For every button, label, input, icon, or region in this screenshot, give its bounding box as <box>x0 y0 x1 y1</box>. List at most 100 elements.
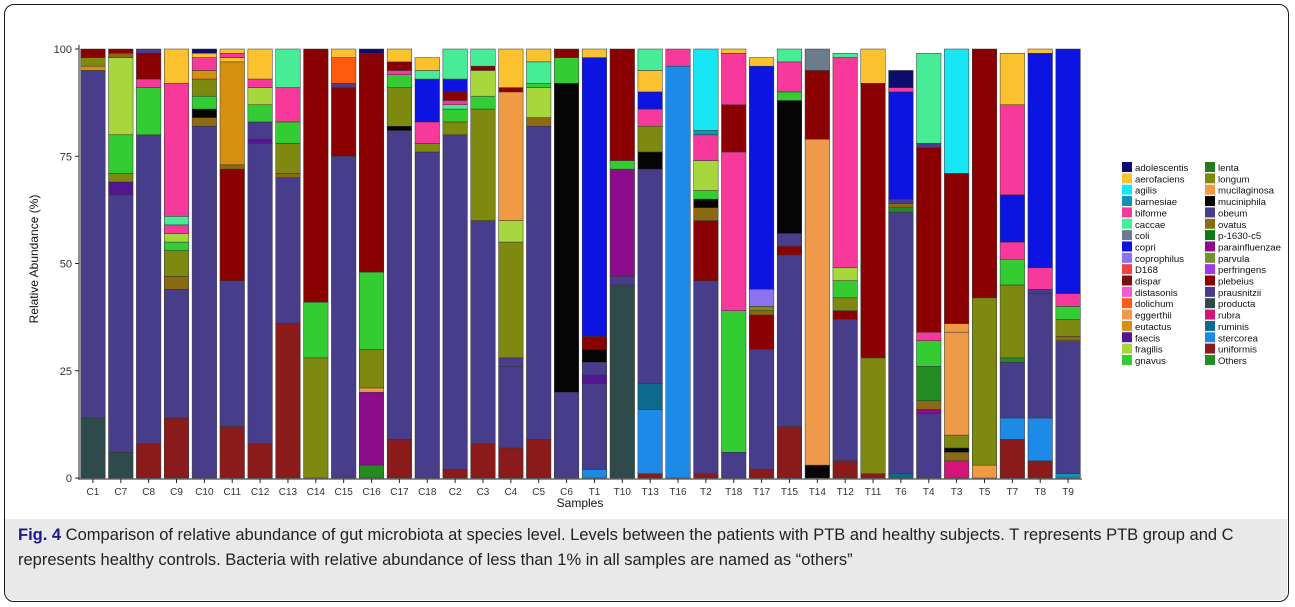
segment-t6-adolescentis <box>888 70 914 88</box>
legend-swatch <box>1205 275 1215 286</box>
segment-t7-longum <box>999 284 1025 359</box>
segment-t9-biforme <box>1055 293 1081 307</box>
bar-c15 <box>331 48 357 479</box>
legend-item-plebeius: plebeius <box>1205 275 1254 288</box>
legend-swatch <box>1205 173 1215 184</box>
segment-c15-aerofaciens <box>331 48 357 58</box>
segment-t17-longum <box>749 306 775 311</box>
legend-swatch <box>1122 332 1132 343</box>
legend-swatch <box>1122 354 1132 365</box>
segment-t3-ovatus <box>944 452 970 462</box>
legend-label: obeum <box>1218 208 1247 219</box>
legend-swatch <box>1122 218 1132 229</box>
legend-swatch <box>1205 320 1215 331</box>
segment-t1-copri <box>581 57 607 337</box>
legend-label: lenta <box>1218 163 1239 174</box>
legend-swatch <box>1205 252 1215 263</box>
legend-item-aerofaciens: aerofaciens <box>1122 173 1185 185</box>
x-tick-label: T8 <box>1034 487 1046 498</box>
segment-c8-obeum <box>136 48 162 54</box>
segment-t2-fragilis <box>693 160 719 191</box>
segment-t13-uniformis <box>637 473 663 479</box>
legend-swatch <box>1205 264 1215 275</box>
segment-c16-parainfluenzae <box>359 391 385 466</box>
x-tick-label: T4 <box>923 487 935 498</box>
x-tick-label: C13 <box>279 487 298 498</box>
legend-swatch <box>1205 218 1215 229</box>
segment-t2-uniformis <box>693 473 719 479</box>
segment-t5-longum <box>971 297 997 466</box>
segment-t18-biforme <box>721 151 747 311</box>
legend-item-ovatus: ovatus <box>1205 218 1246 231</box>
segment-t9-barnesiae <box>1055 473 1081 479</box>
segment-t10-obeum <box>609 276 635 286</box>
segment-t7-biforme <box>999 104 1025 196</box>
legend-item-d168: D168 <box>1122 264 1158 276</box>
segment-c7-prausnitzii <box>108 194 134 453</box>
legend-label: D168 <box>1135 265 1158 276</box>
segment-c14-longum <box>303 357 329 479</box>
segment-t12-plebeius <box>832 310 858 320</box>
segment-c16-others <box>359 464 385 479</box>
segment-c11-aerofaciens <box>219 57 245 63</box>
axes-layer: 0 25 50 75 100 C1 C7 C8 C9 C10 C11 C12 C13 C14 C15 C16 C… <box>54 44 1082 498</box>
segment-t6-biforme <box>888 87 914 93</box>
bar-c3 <box>470 48 496 479</box>
bar-t10 <box>609 48 635 479</box>
segment-t3-plebeius <box>944 173 970 324</box>
segment-c9-ovatus <box>164 276 190 290</box>
segment-c18-caccae <box>414 70 440 80</box>
segment-t8-aerofaciens <box>1027 48 1053 54</box>
segment-c9-aerofaciens <box>164 48 190 84</box>
segment-c5-gnavus <box>526 83 552 88</box>
legend-swatch <box>1122 309 1132 320</box>
x-tick-label: C10 <box>195 487 214 498</box>
segment-c7-faecis <box>108 181 134 196</box>
x-tick-label: T3 <box>951 487 963 498</box>
segment-t13-biforme <box>637 108 663 127</box>
legend-swatch <box>1122 343 1132 354</box>
legend-swatch <box>1205 162 1215 172</box>
legend-label: stercorea <box>1218 333 1259 344</box>
legend-swatch <box>1205 241 1215 252</box>
legend-label: eggerthii <box>1135 311 1172 322</box>
segment-c10-gnavus <box>191 95 217 110</box>
legend-item-prausnitzii: prausnitzii <box>1205 286 1261 299</box>
legend-swatch <box>1122 264 1132 275</box>
legend-swatch <box>1205 286 1215 297</box>
segment-c6-muciniphila <box>554 83 580 393</box>
legend-label: gnavus <box>1135 356 1166 367</box>
bar-t7 <box>999 53 1025 479</box>
legend-swatch <box>1122 275 1132 286</box>
legend-label: p-1630-c5 <box>1218 231 1261 242</box>
legend-label: muciniphila <box>1218 197 1267 208</box>
figure-frame <box>4 4 1289 602</box>
segment-t1-prausnitzii <box>581 383 607 470</box>
legend-item-gnavus: gnavus <box>1122 354 1166 367</box>
segment-t17-prausnitzii <box>749 349 775 470</box>
x-tick-label: T6 <box>895 487 907 498</box>
y-tick-label: 0 <box>66 473 72 485</box>
segment-t16-stercorea <box>665 65 691 479</box>
segment-t8-biforme <box>1027 267 1053 290</box>
bar-c14 <box>303 48 329 479</box>
segment-c17-biforme <box>386 70 412 75</box>
x-tick-label: T1 <box>589 487 601 498</box>
segment-t9-prausnitzii <box>1055 340 1081 474</box>
legend-item-barnesiae: barnesiae <box>1122 196 1177 208</box>
segment-c16-plebeius <box>359 53 385 273</box>
bar-t15 <box>776 48 802 479</box>
legend-label: fragilis <box>1135 345 1163 356</box>
legend-label: perfringens <box>1218 265 1266 276</box>
segment-t15-muciniphila <box>776 100 802 234</box>
segment-t13-prausnitzii <box>637 168 663 384</box>
segment-c13-longum <box>275 143 301 174</box>
segment-c2-plebeius <box>442 91 468 101</box>
x-tick-label: C12 <box>251 487 270 498</box>
segment-t6-prausnitzii <box>888 211 914 474</box>
legend-label: biforme <box>1135 208 1167 219</box>
segment-c5-fragilis <box>526 87 552 118</box>
legend-item-producta: producta <box>1205 298 1256 310</box>
bar-t8 <box>1027 48 1053 479</box>
x-tick-label: C7 <box>114 487 127 498</box>
